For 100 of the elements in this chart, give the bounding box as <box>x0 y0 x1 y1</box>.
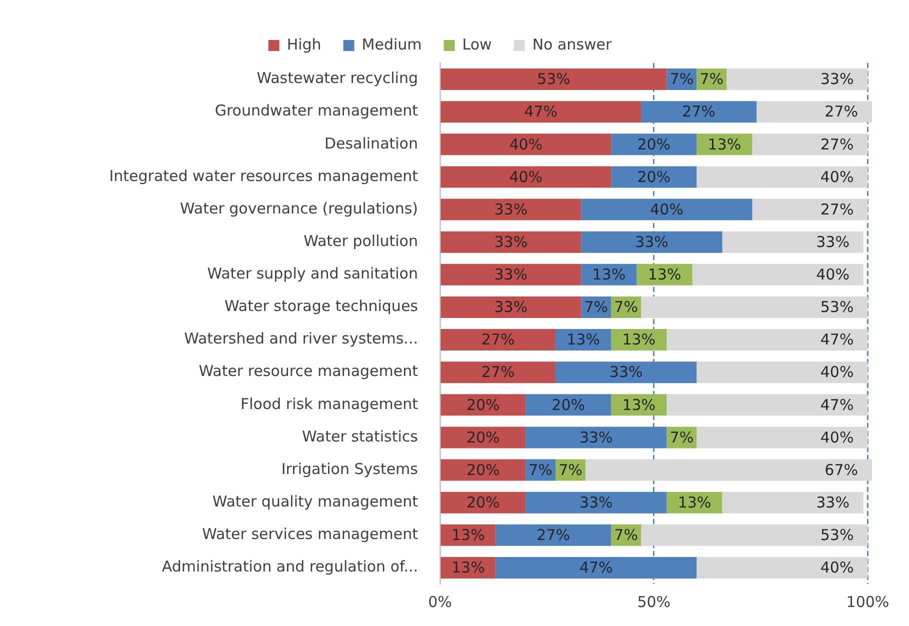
data-label: 33% <box>579 428 613 446</box>
bar <box>726 68 868 90</box>
data-label: 7% <box>558 460 582 479</box>
data-label: 13% <box>708 135 742 154</box>
bar <box>752 134 868 156</box>
bar <box>440 68 667 90</box>
bar <box>440 134 612 156</box>
data-label: 7% <box>670 428 694 446</box>
data-label: 20% <box>637 135 671 154</box>
data-label: 40% <box>650 200 684 218</box>
bar <box>440 394 526 416</box>
data-label: 33% <box>494 266 528 284</box>
bar <box>641 524 868 546</box>
data-label: 13% <box>678 493 712 512</box>
bar <box>696 426 868 448</box>
data-label: 47% <box>579 558 613 577</box>
data-label: 47% <box>524 102 558 121</box>
bar <box>722 231 864 253</box>
data-label: 40% <box>820 558 854 577</box>
data-label: 13% <box>566 330 600 349</box>
bar <box>666 394 868 416</box>
y-tick-label: Administration and regulation of... <box>162 558 418 576</box>
bar <box>696 362 868 384</box>
bar <box>440 166 612 188</box>
data-label: 67% <box>824 460 858 479</box>
y-tick-label: Water supply and sanitation <box>207 264 418 283</box>
y-tick-label: Watershed and river systems... <box>184 330 418 348</box>
bar <box>752 198 868 220</box>
legend-label: Medium <box>362 35 422 54</box>
bar <box>692 264 864 286</box>
bar <box>440 264 582 286</box>
y-tick-label: Water governance (regulations) <box>180 199 418 218</box>
data-label: 13% <box>622 330 656 349</box>
bar <box>440 198 582 220</box>
data-label: 20% <box>466 493 500 512</box>
data-label: 13% <box>451 558 485 577</box>
bar <box>440 296 582 318</box>
data-label: 13% <box>592 266 626 284</box>
data-label: 47% <box>820 396 854 414</box>
data-label: 27% <box>824 102 858 121</box>
data-label: 40% <box>816 266 850 284</box>
data-label: 20% <box>552 396 585 414</box>
legend-label: No answer <box>532 35 612 54</box>
data-label: 13% <box>622 396 656 414</box>
data-label: 7% <box>614 298 638 316</box>
y-tick-label: Irrigation Systems <box>281 460 418 478</box>
data-label: 47% <box>820 330 854 349</box>
data-label: 20% <box>466 396 500 414</box>
data-label: 27% <box>820 200 854 218</box>
legend-label: High <box>286 35 322 54</box>
data-label: 33% <box>816 232 850 251</box>
y-tick-label: Flood risk management <box>240 394 418 413</box>
y-tick-label: Water statistics <box>302 427 418 446</box>
data-label: 33% <box>816 493 850 512</box>
data-label: 7% <box>670 70 694 88</box>
data-label: 20% <box>466 460 500 479</box>
x-tick-label: 0% <box>428 592 452 611</box>
data-label: 7% <box>584 298 608 316</box>
legend-label: Low <box>462 35 492 54</box>
bar <box>722 492 864 514</box>
data-label: 40% <box>820 428 854 446</box>
bar <box>526 394 612 416</box>
data-label: 40% <box>820 363 854 382</box>
data-label: 33% <box>494 232 528 251</box>
bar <box>641 296 868 318</box>
x-tick-label: 100% <box>846 592 890 611</box>
bar <box>440 329 556 351</box>
bar <box>440 362 556 384</box>
y-tick-label: Water resource management <box>198 362 418 380</box>
data-label: 53% <box>820 526 854 544</box>
y-tick-label: Water services management <box>202 525 418 544</box>
y-tick-label: Water storage techniques <box>224 297 418 316</box>
bar <box>756 101 872 123</box>
data-label: 33% <box>494 298 528 316</box>
data-label: 20% <box>637 168 671 186</box>
data-label: 33% <box>494 200 528 218</box>
bar <box>696 166 868 188</box>
data-label: 27% <box>481 330 515 349</box>
bar <box>440 459 526 481</box>
y-tick-label: Wastewater recycling <box>256 69 418 88</box>
bar <box>440 101 642 123</box>
bar <box>440 426 526 448</box>
bar <box>585 459 872 481</box>
data-label: 40% <box>509 168 543 186</box>
bar <box>440 492 526 514</box>
bar <box>496 524 612 546</box>
bar <box>696 556 868 578</box>
data-label: 7% <box>700 70 724 88</box>
data-label: 33% <box>609 363 643 382</box>
y-tick-label: Groundwater management <box>214 102 418 120</box>
x-tick-label: 50% <box>637 592 671 611</box>
bar <box>666 329 868 351</box>
data-label: 40% <box>509 135 543 154</box>
data-label: 53% <box>537 70 570 88</box>
data-label: 33% <box>635 232 668 251</box>
bar <box>440 231 582 253</box>
data-label: 20% <box>466 428 500 446</box>
data-label: 7% <box>614 526 638 544</box>
data-label: 13% <box>451 526 485 544</box>
data-label: 40% <box>820 168 854 186</box>
